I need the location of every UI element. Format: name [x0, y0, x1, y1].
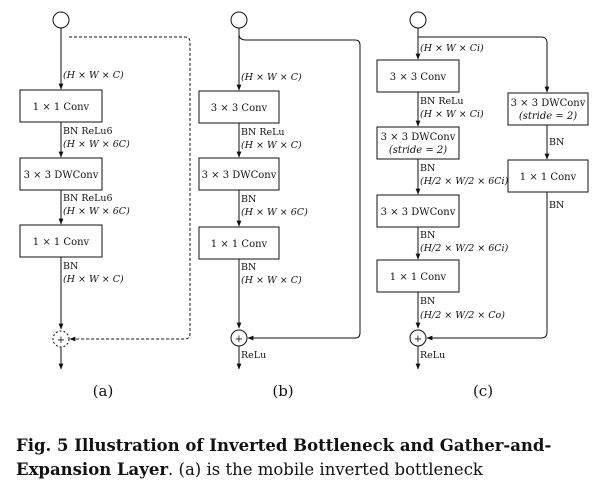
edge-label: BN ReLu6 — [63, 126, 113, 137]
conv-box — [376, 59, 460, 93]
edge-label: BN — [420, 296, 435, 307]
box-label: 3 × 3 Conv — [390, 72, 447, 83]
conv-box — [198, 226, 280, 260]
panel-label: (c) — [473, 382, 493, 400]
edge-label: (H/2 × W/2 × Co) — [420, 310, 505, 321]
edge-label: ReLu — [420, 350, 445, 361]
edge-label: BN — [549, 200, 564, 211]
side-dwconv-stride-box — [507, 92, 589, 126]
edge-label: ReLu — [241, 350, 266, 361]
add-symbol: + — [414, 334, 422, 345]
caption-title: Fig. 5 Illustration of Inverted Bottlene… — [16, 436, 552, 479]
input-node — [409, 11, 427, 29]
box-label-stride: (stride = 2) — [519, 111, 577, 122]
edge-label: (H/2 × W/2 × 6Ci) — [420, 176, 509, 187]
box-label: 3 × 3 Conv — [211, 103, 268, 114]
dwconv-box — [376, 194, 460, 228]
input-node — [230, 11, 248, 29]
box-label-stride: (stride = 2) — [389, 145, 447, 156]
edge-label: (H × W × Ci) — [420, 109, 484, 120]
edge-label: (H × W × C) — [241, 72, 302, 83]
side-branch-edge — [418, 36, 550, 93]
box-label: 1 × 1 Conv — [390, 272, 447, 283]
box-label: 3 × 3 DWConv — [511, 98, 586, 109]
edge-label: BN ReLu — [241, 127, 285, 138]
panel-label: (a) — [93, 382, 114, 400]
edge-label: BN — [420, 230, 435, 241]
add-symbol: + — [235, 334, 243, 345]
box-label: 1 × 1 Conv — [211, 239, 268, 250]
edge-label: (H × W × C) — [241, 140, 302, 151]
edge-label: BN — [549, 137, 564, 148]
box-label: 1 × 1 Conv — [33, 237, 90, 248]
box-label: 1 × 1 Conv — [520, 172, 577, 183]
skip-connection — [238, 33, 361, 341]
conv-box — [19, 224, 103, 258]
edge-label: BN ReLu6 — [63, 193, 113, 204]
edge-label: BN — [63, 261, 78, 272]
add-symbol: + — [57, 335, 65, 346]
edge-label: (H × W × 6C) — [63, 206, 130, 217]
input-node — [52, 11, 70, 29]
edge-label: (H/2 × W/2 × 6Ci) — [420, 243, 509, 254]
edge-label: (H × W × Ci) — [420, 43, 484, 54]
box-label: 1 × 1 Conv — [33, 102, 90, 113]
skip-connection — [69, 36, 191, 342]
box-label: 3 × 3 DWConv — [202, 170, 277, 181]
panel-label: (b) — [272, 382, 293, 400]
box-label: 3 × 3 DWConv — [381, 132, 456, 143]
edge-label: (H × W × 6C) — [241, 207, 308, 218]
edge-label: BN — [420, 163, 435, 174]
figure-caption: Fig. 5 Illustration of Inverted Bottlene… — [16, 434, 591, 482]
conv-box — [198, 90, 280, 124]
caption-text: . (a) is the mobile inverted bottleneck — [168, 460, 483, 479]
edge-label: BN ReLu — [420, 96, 464, 107]
dwconv-box — [198, 157, 280, 191]
edge-label: BN — [241, 194, 256, 205]
diagram: (H × W × C) 1 × 1 Conv BN ReLu6 (H × W ×… — [19, 11, 589, 400]
edge-label: (H × W × C) — [63, 274, 124, 285]
edge-label: BN — [241, 262, 256, 273]
box-label: 3 × 3 DWConv — [24, 170, 99, 181]
panel-a: (H × W × C) 1 × 1 Conv BN ReLu6 (H × W ×… — [19, 11, 191, 400]
dwconv-stride-box — [376, 126, 460, 160]
edge-label: (H × W × C) — [241, 275, 302, 286]
edge-label: (H × W × C) — [63, 70, 124, 81]
side-conv-box — [507, 159, 589, 193]
panel-c: (H × W × Ci) 3 × 3 Conv BN ReLu (H × W ×… — [376, 11, 589, 400]
box-label: 3 × 3 DWConv — [381, 207, 456, 218]
panel-b: (H × W × C) 3 × 3 Conv BN ReLu (H × W × … — [198, 11, 361, 400]
edge-label: (H × W × 6C) — [63, 139, 130, 150]
side-branch-merge-edge — [426, 192, 548, 341]
dwconv-box — [19, 157, 103, 191]
